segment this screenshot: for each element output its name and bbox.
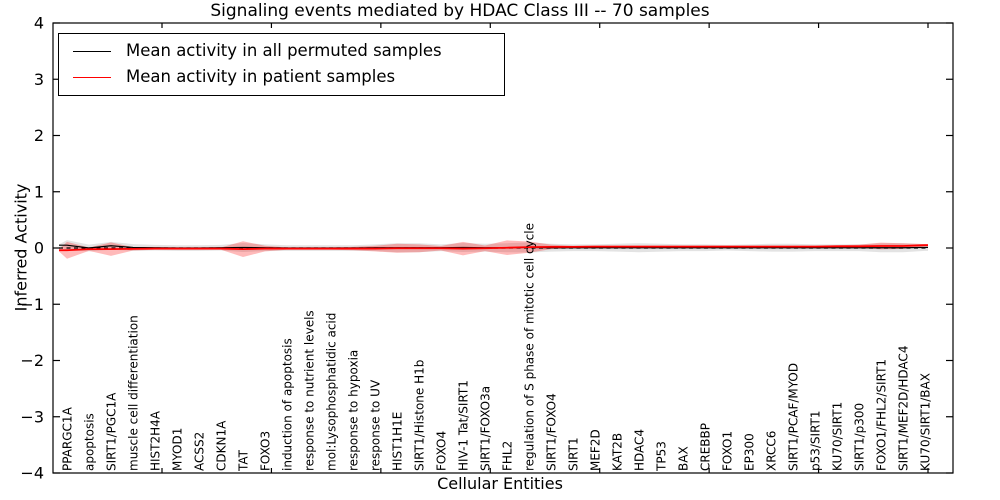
x-category-label: regulation of S phase of mitotic cell cy… — [523, 223, 537, 471]
x-category-label: SIRT1/FOXO4 — [545, 393, 559, 471]
x-category-label: KU70/SIRT1/BAX — [919, 373, 933, 471]
y-tick-label: −4 — [20, 464, 44, 483]
y-tick-label: 4 — [34, 14, 44, 33]
x-category-label: FOXO4 — [435, 431, 449, 471]
y-tick-label: −2 — [20, 351, 44, 370]
permuted-line-icon — [73, 51, 111, 53]
x-category-label: response to UV — [369, 379, 383, 471]
x-category-label: PPARGC1A — [61, 406, 75, 471]
x-category-label: MEF2D — [589, 429, 603, 471]
x-category-label: p53/SIRT1 — [809, 410, 823, 471]
patient-line-icon — [73, 76, 111, 78]
x-category-label: SIRT1/MEF2D/HDAC4 — [897, 346, 911, 471]
x-category-label: XRCC6 — [765, 431, 779, 471]
x-category-label: SIRT1/PCAF/MYOD — [787, 363, 801, 471]
x-category-label: SIRT1/Histone H1b — [413, 360, 427, 471]
x-category-label: HIST2H4A — [149, 410, 163, 471]
x-category-label: induction of apoptosis — [281, 338, 295, 471]
y-tick-label: −3 — [20, 407, 44, 426]
patient-line — [59, 244, 928, 252]
x-category-label: CREBBP — [699, 423, 713, 471]
x-category-label: FOXO1 — [721, 431, 735, 471]
x-category-label: CDKN1A — [215, 420, 229, 471]
x-category-label: SIRT1/FOXO3a — [479, 386, 493, 471]
x-category-label: HIST1H1E — [391, 412, 405, 471]
x-category-label: SIRT1/p300 — [853, 403, 867, 471]
x-category-label: ACSS2 — [193, 432, 207, 471]
x-category-label: EP300 — [743, 433, 757, 471]
legend-label-permuted: Mean activity in all permuted samples — [126, 41, 442, 61]
x-category-label: TP53 — [655, 441, 669, 472]
y-tick-label: −1 — [20, 295, 44, 314]
y-tick-label: 1 — [34, 182, 44, 201]
legend-item-permuted: Mean activity in all permuted samples — [73, 43, 504, 60]
x-category-label: SIRT1 — [567, 437, 581, 471]
patient-band — [59, 240, 928, 259]
x-category-label: MYOD1 — [171, 428, 185, 471]
x-category-label: FOXO1/FHL2/SIRT1 — [875, 359, 889, 471]
x-category-label: FOXO3 — [259, 431, 273, 471]
x-category-label: KAT2B — [611, 433, 625, 471]
y-tick-label: 2 — [34, 126, 44, 145]
legend-item-patient: Mean activity in patient samples — [73, 69, 504, 86]
chart-title: Signaling events mediated by HDAC Class … — [210, 1, 710, 21]
y-axis-label: Inferred Activity — [11, 183, 31, 312]
x-axis-label: Cellular Entities — [437, 474, 563, 493]
x-category-label: KU70/SIRT1 — [831, 402, 845, 471]
x-category-label: HIV-1 Tat/SIRT1 — [457, 380, 471, 471]
x-category-label: response to nutrient levels — [303, 310, 317, 471]
x-category-label: muscle cell differentiation — [127, 315, 141, 471]
legend-label-patient: Mean activity in patient samples — [126, 67, 396, 87]
y-tick-label: 3 — [34, 70, 44, 89]
y-tick-label: 0 — [34, 239, 44, 258]
x-category-label: response to hypoxia — [347, 350, 361, 471]
legend: Mean activity in all permuted samples Me… — [58, 33, 505, 96]
x-category-label: apoptosis — [83, 413, 97, 471]
x-category-label: TAT — [237, 449, 251, 472]
x-category-label: HDAC4 — [633, 429, 647, 471]
x-category-label: mol:Lysophosphatidic acid — [325, 313, 339, 471]
x-category-label: SIRT1/PGC1A — [105, 392, 119, 471]
x-category-label: BAX — [677, 446, 691, 471]
x-category-label: FHL2 — [501, 441, 515, 471]
